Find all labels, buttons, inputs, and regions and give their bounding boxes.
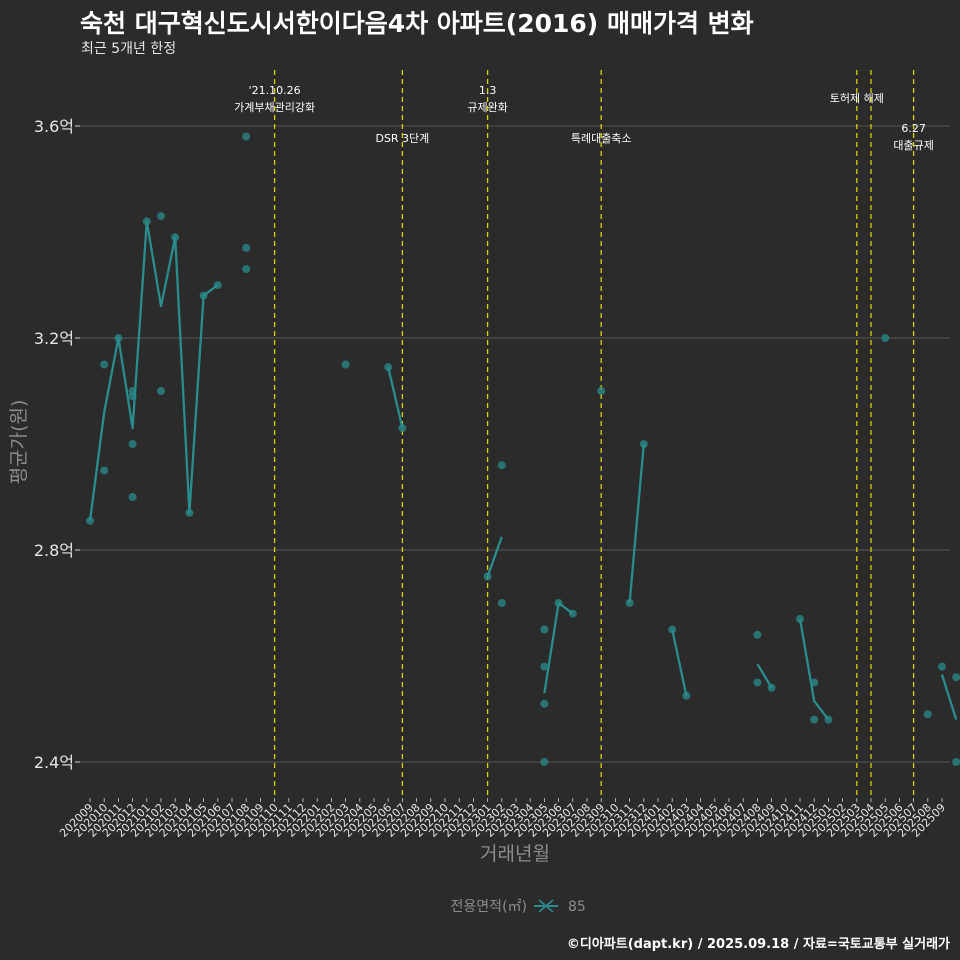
data-point (199, 291, 208, 300)
data-point (639, 440, 648, 448)
source-caption: ©디아파트(dapt.kr) / 2025.09.18 / 자료=국토교통부 실… (566, 937, 950, 952)
legend-key-icon (534, 899, 558, 913)
data-point (881, 334, 890, 342)
data-point (114, 334, 123, 342)
data-point (938, 662, 946, 671)
event-label: 대출규제 (893, 139, 933, 152)
data-point (100, 466, 109, 475)
event-label: 1.3 (479, 84, 497, 97)
y-tick-label: 3.6억 (34, 117, 74, 136)
series-line-segment (387, 366, 404, 429)
data-point (100, 360, 109, 369)
x-axis: 2020092020102020112020122021012021022021… (57, 798, 948, 840)
data-point (810, 678, 819, 687)
series-line-segment (486, 536, 503, 577)
data-point (568, 609, 577, 618)
legend-title: 전용면적(㎡) (451, 899, 527, 915)
data-point (753, 630, 762, 639)
data-point (242, 132, 251, 141)
y-tick-label: 2.4억 (34, 753, 74, 772)
event-label: 가계부채관리강화 (234, 101, 315, 114)
data-point (185, 508, 194, 517)
grid-lines (80, 125, 950, 763)
data-point (384, 363, 393, 372)
data-point (767, 683, 776, 692)
series-line-segment (798, 618, 830, 721)
data-point (668, 625, 677, 634)
data-point (398, 424, 407, 433)
data-point (497, 599, 506, 607)
data-point (128, 392, 137, 401)
data-point (952, 758, 960, 766)
data-point (554, 599, 563, 607)
data-point (540, 699, 549, 708)
data-point (540, 625, 549, 634)
y-axis-title: 평균가(원) (8, 400, 30, 485)
x-axis-title: 거래년월 (480, 843, 550, 865)
series-line-segment (940, 674, 958, 720)
data-point (171, 233, 180, 242)
data-point (213, 281, 222, 289)
event-label: 규제완화 (467, 101, 507, 114)
data-point (625, 599, 634, 607)
data-point (810, 715, 819, 724)
legend-entry-85: 85 (568, 899, 586, 915)
y-tick-label: 2.8억 (34, 541, 74, 560)
y-axis: 2.4억 2.8억 3.2억 3.6억 (34, 117, 80, 772)
series-85 (86, 132, 960, 766)
series-line-segment (671, 629, 688, 696)
event-label: 6.27 (901, 122, 926, 135)
legend: 전용면적(㎡) 85 (451, 899, 586, 915)
data-point (157, 212, 165, 221)
data-point (128, 493, 137, 501)
data-point (157, 387, 165, 395)
data-point (497, 461, 506, 470)
data-point (128, 440, 137, 448)
data-point (952, 673, 960, 682)
data-point (597, 387, 606, 395)
series-line-segment (756, 663, 773, 689)
chart-title: 숙천 대구혁신도시서한이다음4차 아파트(2016) 매매가격 변화 (80, 9, 754, 38)
data-point (923, 710, 932, 719)
series-line-segment (88, 220, 219, 521)
data-point (824, 715, 833, 724)
data-point (242, 265, 251, 274)
data-point (86, 516, 94, 525)
y-tick-label: 3.2억 (34, 329, 74, 348)
data-point (483, 572, 492, 581)
data-point (341, 360, 350, 369)
series-line-segment (628, 443, 645, 604)
data-point (540, 662, 549, 671)
event-label: 토허제 해제 (830, 91, 884, 105)
data-point (242, 243, 251, 252)
data-point (753, 678, 762, 687)
chart-subtitle: 최근 5개년 한정 (81, 41, 177, 57)
event-label: '21.10.26 (249, 84, 301, 97)
data-point (540, 758, 549, 766)
event-label: 특례대출축소 (571, 132, 632, 145)
data-point (796, 614, 804, 623)
data-point (682, 691, 691, 700)
data-point (142, 217, 151, 226)
event-label: DSR 3단계 (375, 132, 429, 145)
series-line-segment (543, 601, 574, 694)
